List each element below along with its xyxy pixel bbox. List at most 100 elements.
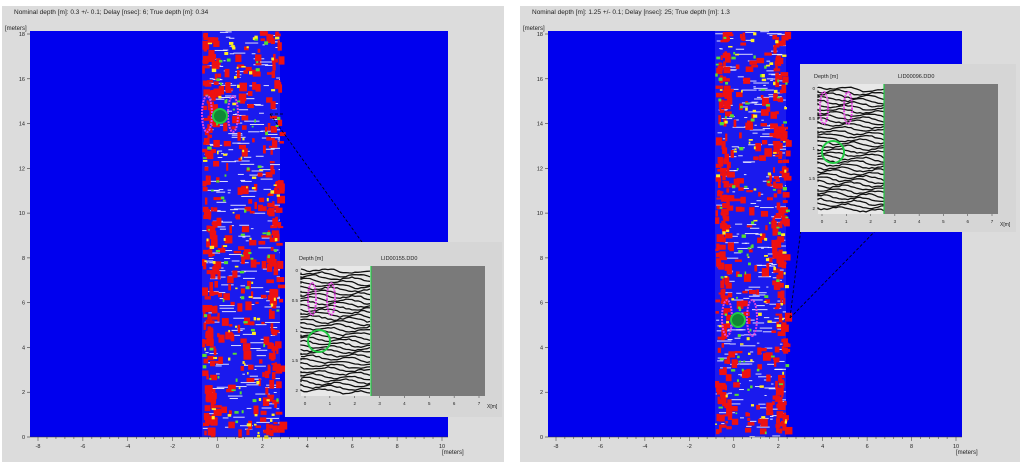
right-anomaly-high [741, 300, 748, 307]
right-radargram-trace [817, 151, 885, 159]
right-anomaly-mid [736, 296, 738, 299]
left-anomaly-mid [246, 186, 248, 189]
left-anomaly-high [216, 217, 222, 226]
left-anomaly-high [275, 329, 280, 333]
left-anomaly-mid [208, 228, 210, 231]
right-anomaly-mid [784, 169, 787, 173]
right-stripe-speckle [754, 98, 765, 100]
right-stripe-speckle [778, 148, 786, 150]
right-anomaly-high [717, 168, 721, 172]
left-anomaly-mid [207, 42, 213, 45]
right-anomaly-high [726, 188, 730, 193]
left-anomaly-high [223, 122, 228, 132]
right-anomaly-mid [782, 251, 787, 254]
right-stripe-speckle [767, 363, 775, 365]
right-anomaly-high [718, 292, 722, 295]
right-stripe-speckle [758, 403, 766, 405]
left-anomaly-high [243, 70, 249, 74]
right-radargram-trace [817, 92, 885, 101]
left-stripe-speckle [258, 247, 274, 249]
left-anomaly-mid [242, 149, 245, 153]
right-inset-x-tick-label: 4 [918, 219, 921, 224]
left-anomaly-high [212, 221, 218, 228]
left-stripe-speckle [277, 296, 280, 298]
left-anomaly-high [272, 218, 277, 225]
right-anomaly-mid [766, 64, 770, 67]
right-anomaly-mid [751, 221, 755, 225]
left-anomaly-high [202, 370, 209, 377]
right-anomaly-high [782, 159, 790, 164]
left-anomaly-high [212, 37, 219, 41]
left-anomaly-high [206, 225, 211, 232]
right-anomaly-mid [744, 185, 748, 188]
right-anomaly-high [726, 276, 730, 285]
right-radargram-trace [817, 139, 885, 148]
right-anomaly-mid [764, 255, 769, 257]
left-anomaly-high [211, 306, 217, 314]
left-stripe-speckle [240, 190, 257, 192]
right-anomaly-high [719, 369, 726, 372]
right-anomaly-high [780, 290, 785, 300]
left-anomaly-high [210, 399, 215, 409]
right-anomaly-mid [735, 412, 738, 415]
right-anomaly-mid [731, 298, 735, 301]
left-anomaly-high [266, 279, 274, 284]
right-anomaly-mid [764, 65, 767, 69]
left-anomaly-high [269, 396, 274, 400]
right-anomaly-mid [726, 229, 730, 233]
left-anomaly-high [276, 381, 282, 389]
left-anomaly-mid [264, 41, 269, 45]
left-anomaly-mid [232, 211, 235, 214]
left-x-tick-label: -6 [80, 444, 85, 450]
right-anomaly-high [766, 197, 773, 201]
right-anomaly-high [726, 195, 735, 202]
left-anomaly-high [238, 429, 242, 438]
left-anomaly-high [266, 263, 273, 272]
right-stripe-speckle [778, 80, 785, 82]
left-anomaly-high [221, 318, 229, 326]
right-anomaly-high [725, 90, 732, 99]
left-anomaly-high [267, 33, 271, 37]
right-anomaly-high [724, 370, 727, 374]
right-stripe-speckle [751, 101, 759, 103]
left-anomaly-mid [251, 187, 256, 190]
right-anomaly-high [773, 176, 780, 179]
right-anomaly-high [773, 167, 776, 173]
left-anomaly-high [210, 271, 216, 279]
left-stripe-speckle [223, 60, 226, 62]
left-anomaly-high [202, 187, 208, 192]
right-stripe-speckle [749, 420, 757, 422]
right-stripe-speckle [738, 361, 755, 363]
right-anomaly-high [747, 422, 755, 426]
left-inset-x-tick-label: 7 [478, 401, 481, 406]
left-anomaly-high [213, 408, 222, 416]
right-anomaly-mid [759, 74, 762, 78]
left-anomaly-high [214, 73, 218, 80]
right-anomaly-mid [753, 55, 756, 59]
right-anomaly-mid [763, 300, 767, 303]
left-stripe-speckle [237, 173, 244, 175]
left-anomaly-high [207, 37, 215, 44]
right-anomaly-high [719, 257, 728, 261]
left-anomaly-high [267, 394, 275, 398]
right-anomaly-high [746, 368, 751, 378]
left-inset-x-unit: X[m] [487, 404, 498, 410]
left-anomaly-high [235, 214, 240, 220]
left-stripe-speckle [270, 147, 280, 149]
left-anomaly-high [209, 230, 215, 236]
right-anomaly-mid [778, 383, 783, 386]
left-anomaly-high [279, 421, 288, 430]
left-anomaly-high [271, 372, 276, 380]
right-stripe-speckle [768, 94, 774, 96]
left-stripe-speckle [261, 407, 272, 409]
right-anomaly-high [760, 123, 768, 127]
left-stripe-speckle [233, 208, 250, 210]
right-anomaly-high [777, 402, 786, 411]
right-anomaly-high [723, 158, 728, 165]
left-anomaly-mid [259, 169, 263, 171]
left-stripe-speckle [216, 386, 231, 388]
right-anomaly-high [722, 52, 731, 58]
right-stripe-speckle [752, 322, 765, 324]
left-anomaly-high [204, 181, 211, 185]
right-anomaly-mid [737, 306, 741, 309]
